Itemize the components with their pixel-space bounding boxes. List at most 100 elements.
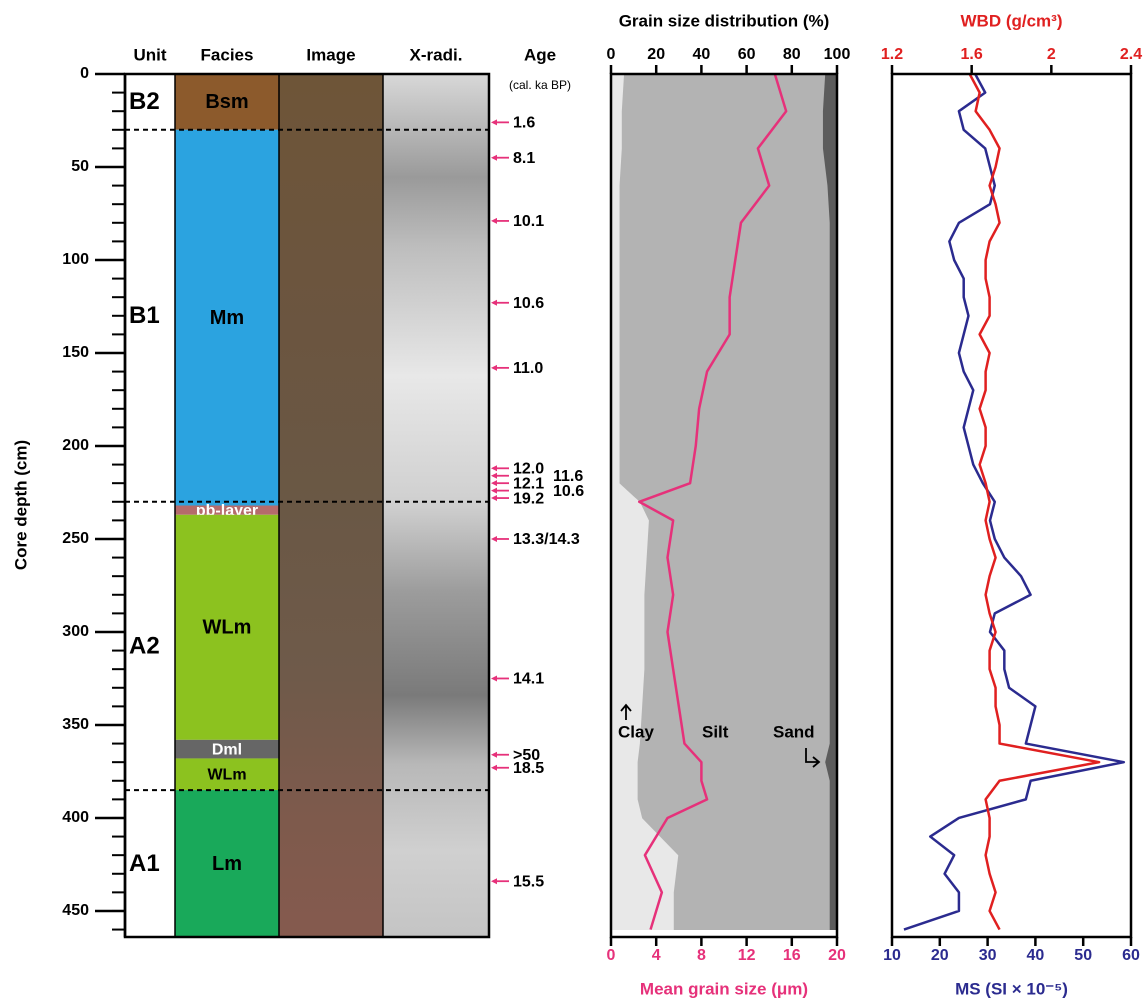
x2-tick-label: 40 — [693, 46, 711, 63]
facies-block — [175, 505, 279, 515]
y-tick-label: 300 — [62, 623, 89, 640]
x-tick-label: 50 — [1074, 947, 1092, 964]
age-arrowhead — [491, 764, 497, 771]
unit-label: B1 — [129, 302, 160, 329]
x2-axis-label: WBD (g/cm³) — [961, 11, 1063, 30]
unit-label: A1 — [129, 850, 160, 877]
series-label: Sand — [773, 722, 815, 741]
age-label: 13.3/14.3 — [513, 531, 580, 548]
facies-label: WLm — [203, 617, 252, 639]
age-arrowhead — [491, 119, 497, 126]
pointer-arrow — [805, 748, 821, 768]
y-tick-label: 450 — [62, 902, 89, 919]
x-tick-label: 10 — [883, 947, 901, 964]
x2-tick-label: 20 — [647, 46, 665, 63]
x2-axis-label: Grain size distribution (%) — [619, 11, 830, 30]
unit-label: A2 — [129, 632, 160, 659]
x-tick-label: 0 — [607, 947, 616, 964]
age-label: 11.0 — [513, 360, 543, 377]
x2-tick-label: 100 — [824, 46, 851, 63]
x2-tick-label: 60 — [738, 46, 756, 63]
facies-block — [175, 739, 279, 759]
series-label: Clay — [618, 722, 654, 741]
age-label: 10.6 — [553, 483, 584, 500]
facies-block — [175, 74, 279, 130]
core-image — [279, 74, 383, 937]
x-tick-label: 60 — [1122, 947, 1140, 964]
age-label: 12.1 — [513, 475, 544, 492]
age-arrowhead — [491, 487, 497, 494]
y-tick-label: 50 — [71, 158, 89, 175]
age-arrowhead — [491, 495, 497, 502]
x2-tick-label: 0 — [607, 46, 616, 63]
age-arrowhead — [491, 465, 497, 472]
age-label: 15.5 — [513, 873, 544, 890]
x-axis-label: Mean grain size (μm) — [640, 979, 808, 998]
facies-block — [175, 129, 279, 506]
facies-label: Bsm — [205, 91, 248, 113]
age-arrowhead — [491, 480, 497, 487]
y-tick-label: 250 — [62, 530, 89, 547]
age-arrowhead — [491, 878, 497, 885]
y-tick-label: 150 — [62, 344, 89, 361]
series-label: Silt — [702, 722, 729, 741]
profile-line — [968, 73, 1101, 931]
age-arrowhead — [491, 217, 497, 224]
age-arrowhead — [491, 154, 497, 161]
profile-line — [903, 73, 1126, 931]
age-label: >50 — [513, 747, 540, 764]
unit-label: B2 — [129, 88, 160, 115]
age-label: 10.1 — [513, 213, 544, 230]
facies-label: Lm — [212, 853, 242, 875]
age-arrowhead — [491, 299, 497, 306]
y-tick-label: 400 — [62, 809, 89, 826]
x-tick-label: 4 — [652, 947, 661, 964]
x-tick-label: 40 — [1027, 947, 1045, 964]
age-label: 11.6 — [553, 468, 583, 485]
x-tick-label: 8 — [697, 947, 706, 964]
x2-tick-label: 80 — [783, 46, 801, 63]
y-tick-label: 100 — [62, 251, 89, 268]
age-label: 8.1 — [513, 150, 535, 167]
column-header: Unit — [133, 45, 166, 64]
age-subtitle: (cal. ka BP) — [509, 78, 571, 92]
panel-frame — [890, 72, 1133, 939]
pointer-arrow — [620, 703, 632, 720]
age-label: 12.0 — [513, 461, 544, 478]
age-arrowhead — [491, 675, 497, 682]
x-radiograph — [383, 74, 489, 937]
x-tick-label: 12 — [738, 947, 756, 964]
age-label: 14.1 — [513, 671, 544, 688]
facies-block — [175, 790, 279, 937]
age-arrowhead — [491, 364, 497, 371]
x-tick-label: 16 — [783, 947, 801, 964]
age-label: 1.6 — [513, 115, 535, 132]
x2-tick-label: 1.2 — [881, 46, 903, 63]
x-tick-label: 20 — [931, 947, 949, 964]
age-arrowhead — [491, 472, 497, 479]
y-tick-label: 0 — [80, 65, 89, 82]
x2-tick-label: 1.6 — [961, 46, 983, 63]
y-tick-label: 350 — [62, 716, 89, 733]
column-header: Facies — [201, 45, 254, 64]
x2-tick-label: 2 — [1047, 46, 1056, 63]
x2-tick-label: 2.4 — [1120, 46, 1142, 63]
facies-label: Mm — [210, 307, 244, 329]
panel-frame — [609, 72, 839, 939]
facies-label: Dml — [212, 741, 242, 758]
stacked-area — [619, 73, 831, 931]
y-axis-label: Core depth (cm) — [11, 440, 30, 570]
facies-block — [175, 758, 279, 791]
x-tick-label: 20 — [828, 947, 846, 964]
y-tick-label: 200 — [62, 437, 89, 454]
age-arrowhead — [491, 751, 497, 758]
age-label: 10.6 — [513, 295, 544, 312]
age-arrowhead — [491, 535, 497, 542]
x-tick-label: 30 — [979, 947, 997, 964]
column-header: Image — [306, 45, 355, 64]
profile-line — [638, 73, 788, 930]
facies-label: WLm — [207, 766, 246, 783]
facies-block — [175, 514, 279, 740]
x-axis-label: MS (SI × 10⁻⁵) — [955, 979, 1068, 998]
